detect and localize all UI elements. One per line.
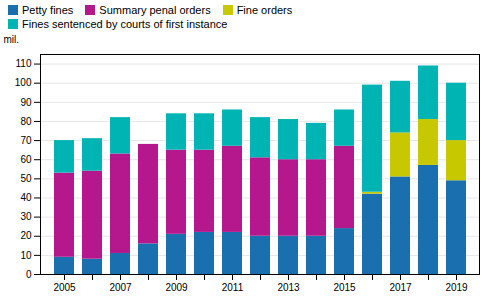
svg-text:20: 20: [20, 230, 32, 241]
svg-text:70: 70: [20, 135, 32, 146]
html-text:Petty fines: Petty fines: [22, 4, 74, 16]
svg-text:30: 30: [20, 211, 32, 222]
svg-text:50: 50: [20, 173, 32, 184]
svg-text:2005: 2005: [53, 282, 76, 293]
svg-text:2009: 2009: [165, 282, 188, 293]
svg-text:2019: 2019: [445, 282, 468, 293]
svg-text:10: 10: [20, 250, 32, 261]
svg-text:0: 0: [26, 269, 32, 280]
svg-text:2017: 2017: [389, 282, 412, 293]
svg-text:90: 90: [20, 97, 32, 108]
svg-text:2015: 2015: [333, 282, 356, 293]
svg-text:60: 60: [20, 154, 32, 165]
svg-text:80: 80: [20, 116, 32, 127]
html-text:Summary penal orders: Summary penal orders: [99, 4, 211, 16]
svg-text:2011: 2011: [222, 282, 244, 293]
svg-text:2013: 2013: [277, 282, 300, 293]
html-text:Fines sentenced by courts of f: Fines sentenced by courts of first insta…: [22, 18, 228, 30]
svg-text:40: 40: [20, 192, 32, 203]
svg-text:100: 100: [15, 77, 32, 88]
svg-text:mil.: mil.: [4, 34, 20, 45]
html-text:Fine orders: Fine orders: [236, 4, 293, 16]
svg-text:2007: 2007: [109, 282, 132, 293]
svg-text:110: 110: [16, 58, 32, 69]
